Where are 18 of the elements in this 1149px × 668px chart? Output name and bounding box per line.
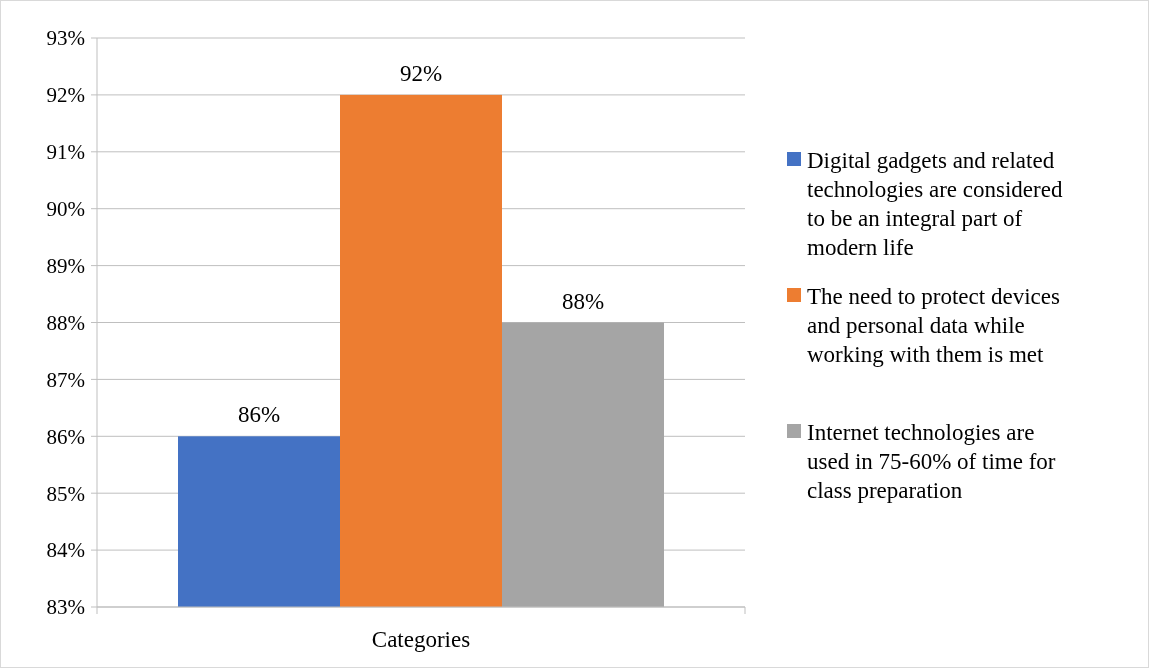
y-tick-label: 93%	[46, 26, 85, 51]
legend-label: The need to protect devices and personal data while working with them is met	[807, 284, 1060, 368]
x-tick-label: Categories	[371, 627, 471, 652]
y-tick-label: 83%	[46, 595, 85, 620]
data-label: 88%	[561, 288, 605, 314]
data-label: 86%	[237, 402, 281, 428]
y-tick-label: 86%	[46, 424, 85, 449]
y-tick-label: 84%	[46, 538, 85, 563]
y-tick-label: 87%	[46, 367, 85, 392]
y-tick-label: 92%	[46, 83, 85, 108]
y-tick-label: 91%	[46, 140, 85, 165]
y-tick-label: 88%	[46, 310, 85, 335]
legend-label: Digital gadgets and related technologies are considered to be an integral part of modern life	[807, 148, 1063, 261]
data-label: 92%	[399, 60, 443, 86]
y-tick-label: 89%	[46, 253, 85, 278]
legend-label: Internet technologies are used in 75-60% of time for class preparation	[807, 420, 1056, 504]
y-tick-label: 85%	[46, 481, 85, 506]
y-tick-label: 90%	[46, 197, 85, 222]
